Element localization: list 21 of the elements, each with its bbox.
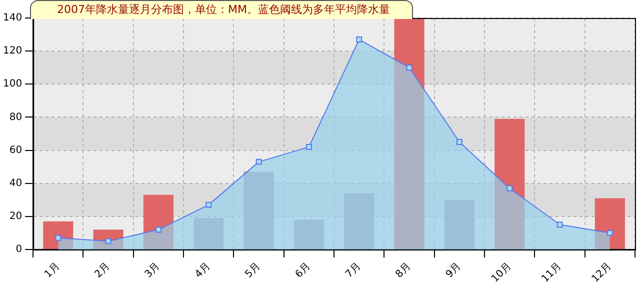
y-tick-label: 60 — [9, 144, 22, 156]
x-tick-label: 12月 — [590, 260, 614, 285]
chart-title: 2007年降水量逐月分布图，单位：MM。蓝色阈线为多年平均降水量 — [30, 0, 413, 19]
y-tick-label: 100 — [2, 78, 22, 90]
x-tick-label: 2月 — [92, 260, 112, 280]
x-tick-label: 5月 — [243, 260, 263, 280]
y-tick-label: 140 — [2, 12, 22, 24]
y-tick-label: 20 — [9, 210, 22, 222]
x-tick-label: 6月 — [294, 260, 313, 280]
x-tick-label: 1月 — [42, 260, 62, 280]
y-tick-label: 40 — [9, 178, 22, 189]
y-tick-label: 120 — [2, 46, 22, 57]
x-tick-label: 10月 — [490, 260, 514, 285]
x-tick-label: 3月 — [143, 260, 162, 280]
x-tick-label: 9月 — [444, 260, 464, 280]
y-tick-label: 80 — [9, 112, 22, 123]
y-tick-label: 0 — [16, 244, 22, 256]
x-tick-label: 11月 — [540, 260, 564, 285]
x-tick-label: 8月 — [394, 260, 414, 280]
x-tick-label: 7月 — [344, 260, 364, 280]
x-tick-label: 4月 — [193, 260, 213, 280]
